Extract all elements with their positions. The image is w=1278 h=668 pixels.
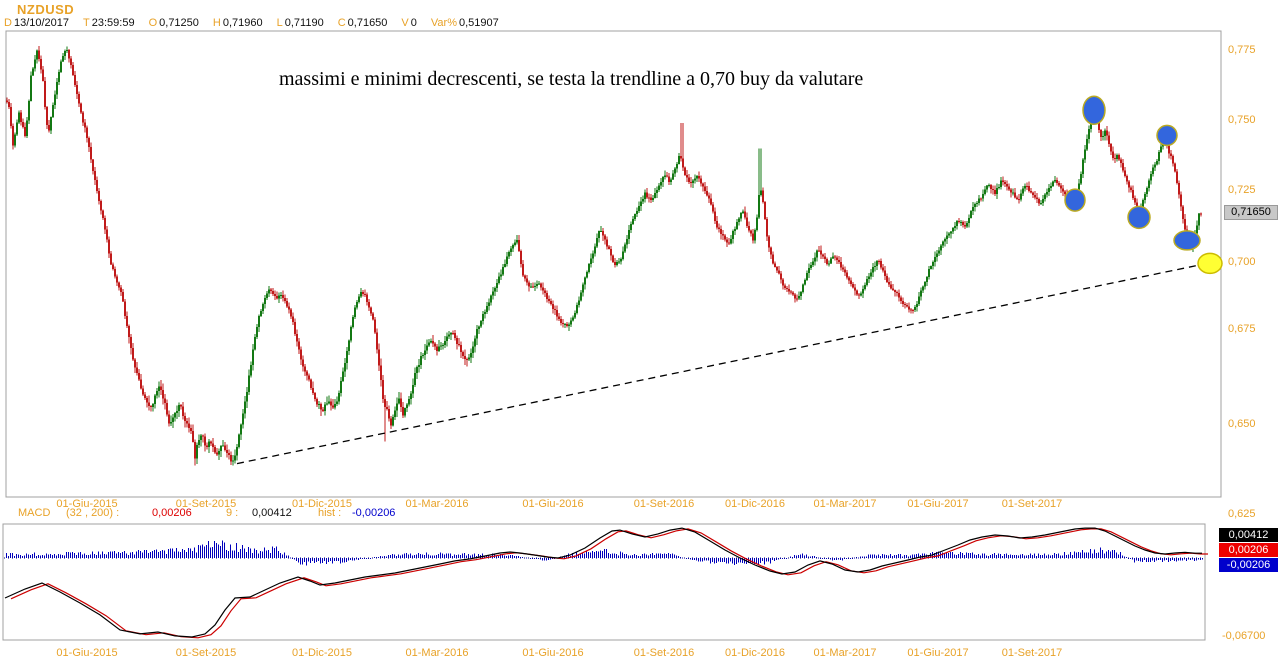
date-tick-label: 01-Mar-2016: [405, 647, 469, 659]
date-tick-label: 01-Dic-2015: [292, 498, 352, 510]
macd-legend-item: -0,00206: [352, 507, 396, 519]
marker-swing-low-2[interactable]: [1127, 205, 1151, 230]
field-key: Var%: [430, 17, 457, 29]
price-tick-label: 0,725: [1228, 184, 1256, 196]
marker-swing-high-1[interactable]: [1082, 95, 1106, 125]
date-tick-label: 01-Set-2016: [633, 647, 695, 659]
macd-legend-item: hist :: [318, 507, 342, 519]
date-tick-label: 01-Giu-2017: [907, 647, 969, 659]
date-tick-label: 01-Dic-2016: [725, 498, 785, 510]
field-value: 0,71960: [222, 17, 263, 29]
macd-plot-border: [2, 523, 1206, 641]
price-tick-label: 0,675: [1228, 323, 1256, 335]
macd-legend-item: MACD: [18, 507, 51, 519]
field-key: T: [83, 17, 90, 29]
date-tick-label: 01-Set-2015: [175, 498, 237, 510]
date-tick-label: 01-Giu-2016: [522, 498, 584, 510]
swing-markers[interactable]: [1064, 95, 1201, 251]
date-tick-label: 01-Dic-2016: [725, 647, 785, 659]
date-tick-label: 01-Dic-2015: [292, 647, 352, 659]
ohlc-status-bar: D 13/10/2017 T 23:59:59 O 0,71250 H 0,71960 L 0,7…: [4, 17, 513, 29]
field-key: O: [148, 17, 158, 29]
field-value: 0: [410, 17, 417, 29]
macd-value-tag: 0,00412: [1219, 528, 1278, 542]
macd-line-red: [10, 528, 1208, 639]
date-tick-label: 01-Set-2017: [1001, 498, 1063, 510]
field-value: 23:59:59: [91, 17, 135, 29]
field-key: H: [212, 17, 221, 29]
macd-histogram: [6, 540, 1203, 566]
macd-min-label: -0,06700: [1222, 630, 1266, 642]
price-tick-label: 0,650: [1228, 418, 1256, 430]
trendline[interactable]: [236, 263, 1206, 465]
date-tick-label: 01-Mar-2017: [813, 647, 877, 659]
field-value: 0,71250: [159, 17, 199, 29]
macd-legend-item: (32 , 200) :: [66, 507, 120, 519]
price-tick-label: 0,700: [1228, 256, 1256, 268]
field-value: 0,71650: [347, 17, 388, 29]
last-price-tag: 0,71650: [1224, 205, 1278, 220]
target-ellipse[interactable]: [1197, 252, 1223, 275]
field-value: 13/10/2017: [13, 17, 70, 29]
candlestick-series[interactable]: [6, 46, 1202, 466]
field-key: D: [4, 17, 12, 29]
field-key: V: [401, 17, 409, 29]
price-tick-label: 0,625: [1228, 508, 1256, 520]
date-tick-label: 01-Mar-2017: [813, 498, 877, 510]
field-value: 0,71190: [284, 17, 324, 29]
macd-legend-item: 9 :: [226, 507, 239, 519]
macd-signal-line-black: [4, 527, 1202, 638]
marker-swing-high-2[interactable]: [1156, 124, 1178, 147]
date-tick-label: 01-Set-2016: [633, 498, 695, 510]
date-tick-label: 01-Set-2015: [175, 647, 237, 659]
macd-legend-item: 0,00412: [252, 507, 292, 519]
price-tick-label: 0,775: [1228, 44, 1256, 56]
date-tick-label: 01-Giu-2015: [56, 498, 118, 510]
symbol-title: NZDUSD: [17, 2, 75, 17]
date-tick-label: 01-Giu-2016: [522, 647, 584, 659]
chart-annotation-text[interactable]: massimi e minimi decrescenti, se testa l…: [279, 68, 864, 90]
macd-legend-item: 0,00206: [152, 507, 192, 519]
field-value: 0,51907: [458, 17, 499, 29]
date-tick-label: 01-Mar-2016: [405, 498, 469, 510]
date-tick-label: 01-Set-2017: [1001, 647, 1063, 659]
marker-swing-low-3[interactable]: [1173, 230, 1201, 251]
price-tick-label: 0,750: [1228, 114, 1256, 126]
field-key: L: [276, 17, 283, 29]
date-tick-label: 01-Giu-2017: [907, 498, 969, 510]
field-key: C: [337, 17, 346, 29]
date-tick-label: 01-Giu-2015: [56, 647, 118, 659]
marker-swing-low-1[interactable]: [1064, 188, 1086, 212]
macd-value-tag: 0,00206: [1219, 543, 1278, 557]
macd-value-tag: -0,00206: [1219, 558, 1278, 572]
